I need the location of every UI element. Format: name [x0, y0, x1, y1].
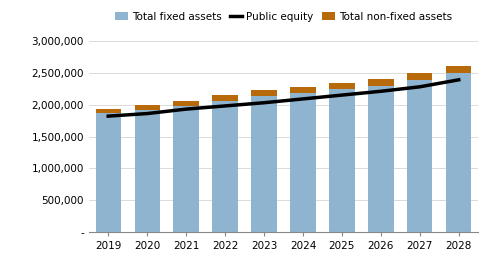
Public equity: [183, 108, 189, 111]
Bar: [135, 105, 160, 110]
Bar: [96, 113, 121, 232]
Bar: [329, 89, 354, 232]
Public equity: [456, 78, 462, 81]
Public equity: [222, 104, 228, 108]
Bar: [368, 79, 393, 86]
Bar: [329, 83, 354, 89]
Public equity: [378, 90, 384, 93]
Bar: [96, 109, 121, 113]
Bar: [446, 66, 471, 73]
Public equity: [417, 85, 423, 88]
Bar: [446, 73, 471, 232]
Bar: [174, 106, 199, 232]
Bar: [407, 73, 432, 81]
Public equity: [144, 112, 150, 115]
Public equity: [339, 93, 345, 97]
Bar: [290, 93, 316, 232]
Bar: [407, 81, 432, 232]
Line: Public equity: Public equity: [108, 80, 459, 116]
Public equity: [106, 114, 111, 118]
Bar: [174, 100, 199, 106]
Bar: [212, 95, 238, 101]
Bar: [212, 101, 238, 232]
Bar: [135, 110, 160, 232]
Bar: [368, 86, 393, 232]
Bar: [251, 90, 277, 96]
Bar: [251, 96, 277, 232]
Bar: [290, 87, 316, 93]
Public equity: [300, 97, 306, 100]
Legend: Total fixed assets, Public equity, Total non-fixed assets: Total fixed assets, Public equity, Total…: [115, 12, 452, 22]
Public equity: [261, 101, 267, 104]
